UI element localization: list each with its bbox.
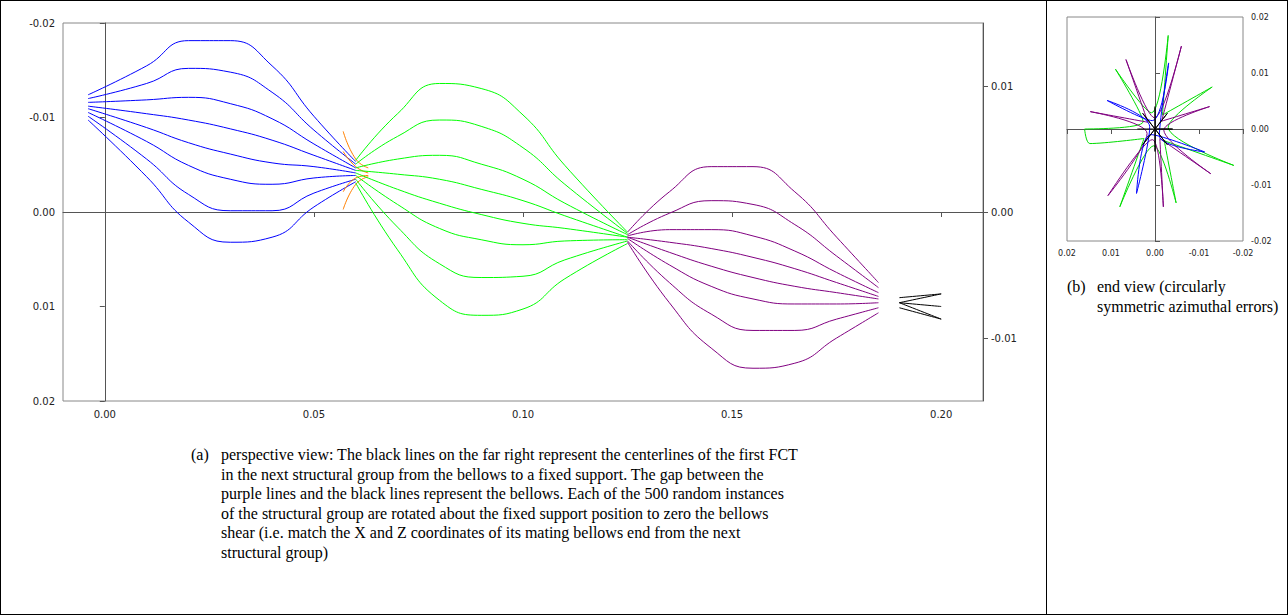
svg-text:-0.01: -0.01 [1189,249,1210,258]
html-text:(b): (b) [1067,278,1086,295]
svg-text:0.02: 0.02 [1251,13,1269,22]
svg-text:0.02: 0.02 [33,396,55,407]
svg-text:0.10: 0.10 [512,409,534,420]
svg-text:0.01: 0.01 [33,301,55,312]
svg-text:-0.02: -0.02 [1251,237,1272,246]
svg-text:0.20: 0.20 [930,409,952,420]
svg-text:-0.01: -0.01 [991,333,1017,344]
svg-text:0.01: 0.01 [1102,249,1120,258]
svg-text:0.05: 0.05 [303,409,325,420]
svg-text:-0.02: -0.02 [1233,249,1254,258]
svg-text:0.00: 0.00 [33,207,55,218]
html-text:perspective view: The black li: perspective view: The black lines on the… [221,446,798,561]
svg-text:0.00: 0.00 [94,409,116,420]
svg-text:-0.01: -0.01 [1251,181,1272,190]
svg-text:0.00: 0.00 [991,207,1013,218]
svg-text:0.01: 0.01 [991,81,1013,92]
svg-text:0.00: 0.00 [1146,249,1164,258]
html-text:(a): (a) [191,446,209,463]
svg-text:-0.01: -0.01 [29,112,55,123]
html-text:end view (circularly symmetric: end view (circularly symmetric azimuthal… [1097,278,1279,315]
svg-text:0.00: 0.00 [1251,125,1269,134]
svg-text:-0.02: -0.02 [29,18,55,29]
svg-text:0.15: 0.15 [721,409,743,420]
svg-text:0.01: 0.01 [1251,69,1269,78]
svg-text:0.02: 0.02 [1058,249,1076,258]
